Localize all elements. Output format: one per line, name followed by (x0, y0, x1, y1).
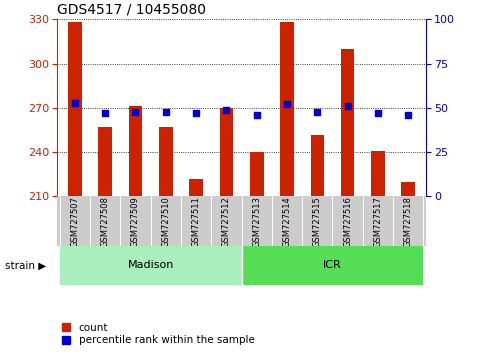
Bar (401, 182, 415, 196)
Point (374, 110, 382, 116)
Legend: count, percentile rank within the sample: count, percentile rank within the sample (62, 322, 254, 345)
Text: GSM727516: GSM727516 (343, 196, 352, 247)
Text: GSM727518: GSM727518 (404, 196, 413, 247)
Bar (371, 151, 385, 196)
Point (404, 112, 412, 118)
Bar (159, 127, 173, 196)
Text: ICR: ICR (323, 261, 342, 270)
Bar (99, 127, 112, 196)
Text: GSM727514: GSM727514 (282, 196, 291, 247)
Bar (280, 22, 294, 196)
Bar (250, 152, 264, 196)
Text: strain ▶: strain ▶ (5, 261, 46, 270)
Text: GSM727507: GSM727507 (70, 196, 79, 247)
Bar (68, 22, 82, 196)
Text: GDS4517 / 10455080: GDS4517 / 10455080 (57, 3, 206, 17)
Bar (242, 246, 423, 285)
Point (314, 109, 321, 114)
Point (344, 103, 352, 109)
Point (222, 107, 230, 113)
Bar (60, 246, 242, 285)
Bar (219, 108, 233, 196)
Point (132, 109, 140, 114)
Text: GSM727511: GSM727511 (192, 196, 201, 247)
Text: GSM727508: GSM727508 (101, 196, 109, 247)
Text: Madison: Madison (128, 261, 174, 270)
Text: GSM727517: GSM727517 (374, 196, 383, 247)
Text: GSM727509: GSM727509 (131, 196, 140, 247)
Point (162, 109, 170, 114)
Point (283, 102, 291, 107)
Point (192, 110, 200, 116)
Bar (189, 179, 203, 196)
Text: GSM727510: GSM727510 (161, 196, 170, 247)
Bar (129, 107, 142, 196)
Point (71, 100, 79, 105)
Point (253, 112, 261, 118)
Point (101, 110, 109, 116)
Text: GSM727512: GSM727512 (222, 196, 231, 247)
Bar (341, 49, 354, 196)
Text: GSM727515: GSM727515 (313, 196, 322, 247)
Text: GSM727513: GSM727513 (252, 196, 261, 247)
Bar (311, 135, 324, 196)
